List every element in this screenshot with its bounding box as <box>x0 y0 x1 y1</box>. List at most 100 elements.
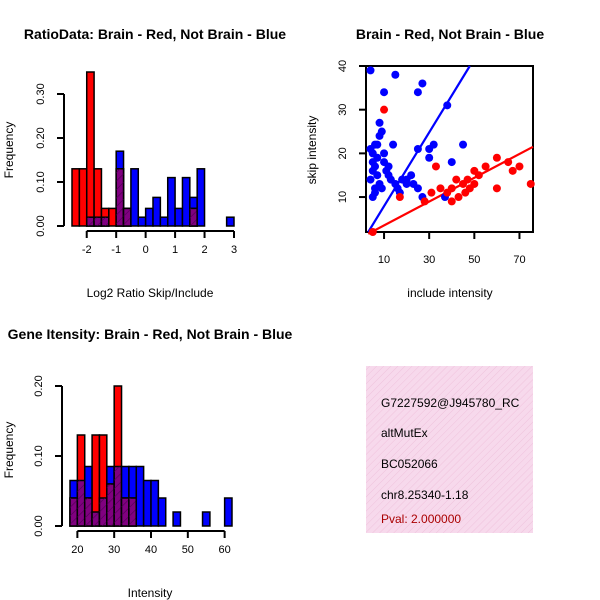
intensity-histogram-overlap-hatch <box>128 498 137 526</box>
ratio-histogram-y-tick-label: 0.20 <box>35 127 47 148</box>
scatter-point-blue <box>380 88 389 97</box>
scatter-x-tick-label: 50 <box>468 254 480 266</box>
scatter-point-blue <box>366 66 375 75</box>
scatter-point-red <box>420 197 429 206</box>
scatter-point-blue <box>384 162 393 171</box>
ratio-histogram-y-tick-label: 0.30 <box>35 83 47 104</box>
ratio-histogram-blue-bar <box>225 216 235 227</box>
intensity-histogram-overlap-hatch <box>99 498 107 526</box>
intensity-histogram-x-tick-label: 40 <box>145 544 157 556</box>
scatter-x-tick-label: 30 <box>423 254 435 266</box>
ratio-histogram-red-bar <box>71 168 81 227</box>
scatter-point-blue <box>413 145 422 153</box>
intensity-histogram-overlap-hatch <box>77 480 85 526</box>
intensity-histogram-overlap-hatch <box>114 466 122 526</box>
ratio-histogram-overlap-hatch <box>123 208 131 226</box>
scatter-point-blue <box>443 101 452 110</box>
ratio-histogram-y-tick-label: 0.00 <box>35 215 47 236</box>
intensity-histogram-xlabel: Intensity <box>128 586 173 600</box>
scatter-point-red <box>463 175 472 184</box>
scatter-panel: Brain - Red, Not Brain - Blue skip inten… <box>305 26 544 300</box>
scatter-xlabel: include intensity <box>407 286 492 300</box>
scatter-point-red <box>431 162 440 171</box>
scatter-y-tick-label: 20 <box>337 147 349 159</box>
scatter-point-blue <box>375 118 384 127</box>
scatter-x-tick-label: 10 <box>378 254 390 266</box>
scatter-point-red <box>395 193 404 202</box>
ratio-histogram-overlap-hatch <box>189 208 198 226</box>
ratio-histogram-blue-bar <box>144 207 154 227</box>
scatter-point-blue <box>377 184 386 193</box>
scatter-point-red <box>504 158 513 167</box>
scatter-point-blue <box>389 140 398 149</box>
ratio-histogram-red-bar <box>108 207 117 227</box>
ratio-histogram-overlap-hatch <box>116 168 124 226</box>
ratio-histogram-blue-bar <box>166 176 176 227</box>
ratio-histogram-x-tick-label: 0 <box>143 244 149 256</box>
scatter-point-red <box>368 228 377 236</box>
ratio-histogram-blue-bar <box>159 216 169 227</box>
info-pval: Pval: 2.000000 <box>381 512 461 526</box>
info-panel-hatch <box>366 366 533 533</box>
scatter-point-red <box>470 179 479 188</box>
ratio-histogram-blue-bar <box>174 207 184 227</box>
ratio-histogram-blue-bar <box>137 216 147 227</box>
ratio-histogram-title: RatioData: Brain - Red, Not Brain - Blue <box>24 26 286 42</box>
scatter-point-red <box>526 179 535 188</box>
scatter-point-blue <box>447 158 456 167</box>
ratio-histogram-axes: -2 -1 0 1 2 3 0.00 0.10 0.20 0.30 <box>35 83 237 256</box>
scatter-point-blue <box>371 184 380 193</box>
ratio-histogram-x-tick-label: -2 <box>82 244 92 256</box>
scatter-point-blue <box>418 79 427 88</box>
scatter-point-red <box>515 162 524 171</box>
scatter-point-blue <box>391 70 400 79</box>
scatter-axes: 10 30 50 70 10 20 30 40 <box>337 60 526 266</box>
intensity-histogram-panel: Gene Itensity: Brain - Red, Not Brain - … <box>2 326 293 600</box>
intensity-histogram-blue-bar <box>223 497 233 527</box>
scatter-point-red <box>436 184 445 193</box>
intensity-histogram-blue-bar <box>142 479 152 527</box>
scatter-point-red <box>474 171 483 180</box>
intensity-histogram-overlap-hatch <box>106 484 115 526</box>
ratio-histogram-ylabel: Frequency <box>2 122 16 179</box>
intensity-histogram-y-tick-label: 0.20 <box>33 375 45 396</box>
scatter-plot-frame <box>365 65 534 233</box>
scatter-point-red <box>461 188 470 197</box>
intensity-histogram-blue-bar <box>201 511 211 527</box>
ratio-histogram-blue-bar <box>130 168 140 227</box>
intensity-histogram-ylabel: Frequency <box>2 422 16 479</box>
scatter-fit-lines <box>367 65 534 235</box>
scatter-point-blue <box>409 179 418 188</box>
info-probe-id: G7227592@J945780_RC <box>381 396 520 410</box>
scatter-point-red <box>481 162 490 171</box>
scatter-point-blue <box>425 153 434 162</box>
info-panel: G7227592@J945780_RC altMutEx BC052066 ch… <box>366 366 533 533</box>
intensity-histogram-y-tick-label: 0.10 <box>33 445 45 466</box>
intensity-histogram-x-tick-label: 20 <box>71 544 83 556</box>
ratio-histogram-x-tick-label: -1 <box>111 244 121 256</box>
intensity-histogram-y-tick-label: 0.00 <box>33 515 45 536</box>
ratio-histogram-xlabel: Log2 Ratio Skip/Include <box>87 286 214 300</box>
ratio-histogram-overlap-hatch <box>101 217 109 226</box>
ratio-histogram-blue-bar <box>181 176 191 227</box>
ratio-histogram-overlap-hatch <box>94 217 102 226</box>
ratio-histogram-blue-bar <box>196 168 206 227</box>
scatter-point-blue <box>413 88 422 97</box>
ratio-histogram-x-tick-label: 2 <box>201 244 207 256</box>
scatter-point-blue <box>373 153 382 162</box>
scatter-point-blue <box>459 140 468 149</box>
scatter-points <box>366 66 535 236</box>
intensity-histogram-overlap-hatch <box>84 498 93 526</box>
ratio-histogram-x-tick-label: 3 <box>231 244 237 256</box>
scatter-y-tick-label: 10 <box>337 191 349 203</box>
scatter-point-blue <box>402 175 411 184</box>
intensity-histogram-x-tick-label: 50 <box>182 544 194 556</box>
intensity-histogram-x-tick-label: 60 <box>219 544 231 556</box>
info-accession: BC052066 <box>381 457 438 471</box>
scatter-point-blue <box>373 140 382 149</box>
scatter-point-red <box>447 184 456 193</box>
scatter-y-tick-label: 30 <box>337 104 349 116</box>
intensity-histogram-bars <box>69 385 233 527</box>
info-event-type: altMutEx <box>381 426 428 440</box>
